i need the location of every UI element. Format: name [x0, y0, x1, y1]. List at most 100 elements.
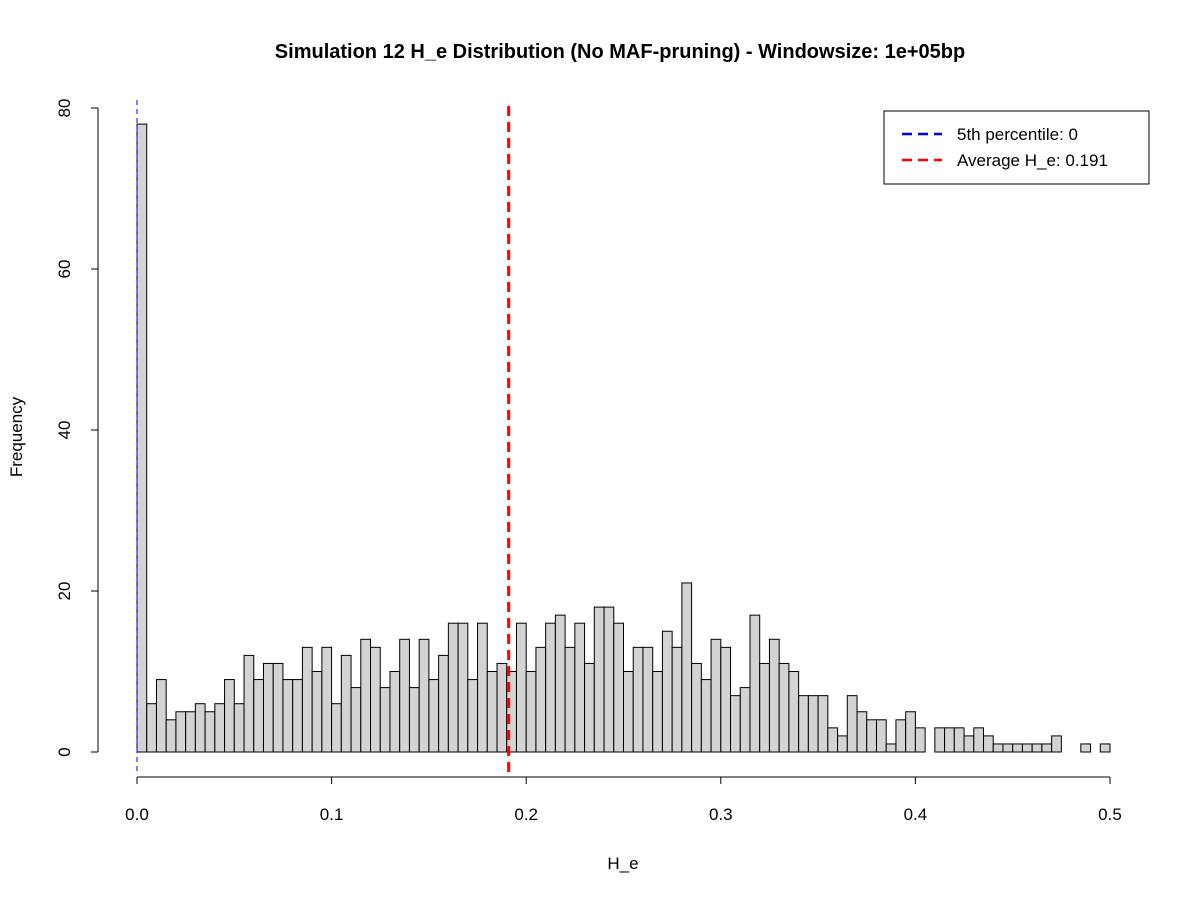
histogram-bar	[905, 711, 916, 753]
x-tick-label: 0.4	[904, 805, 928, 824]
histogram-bar	[856, 711, 868, 753]
histogram-bar	[545, 622, 556, 753]
histogram-bar	[944, 727, 955, 753]
histogram-bar	[574, 622, 586, 753]
histogram-bar	[292, 679, 303, 753]
histogram-bar	[623, 671, 634, 753]
histogram-bar	[652, 671, 663, 753]
histogram-bar	[730, 695, 741, 753]
x-tick-label: 0.5	[1098, 805, 1122, 824]
histogram-bar	[681, 582, 693, 753]
histogram-bar	[749, 614, 761, 753]
histogram-bar	[214, 703, 226, 753]
histogram-bar	[175, 711, 187, 753]
histogram-bar	[584, 662, 595, 753]
x-axis: 0.0 0.1 0.2 0.3 0.4 0.5	[125, 776, 1122, 824]
histogram-bar	[875, 719, 887, 753]
histogram-bars	[136, 123, 1111, 753]
histogram-bar	[710, 638, 722, 753]
histogram-bar	[934, 727, 946, 753]
histogram-bar	[282, 679, 294, 753]
histogram-bar	[1051, 735, 1062, 753]
histogram-bar	[603, 606, 615, 753]
histogram-bar	[399, 638, 410, 753]
histogram-bar	[866, 719, 877, 753]
histogram-bar	[671, 646, 683, 753]
legend-label-5th-percentile: 5th percentile: 0	[957, 125, 1078, 144]
histogram-bar	[194, 703, 206, 753]
histogram-bar	[146, 703, 157, 753]
histogram-bar	[360, 638, 372, 753]
histogram-bar	[136, 123, 148, 753]
histogram-bar	[613, 622, 625, 753]
y-tick-label: 40	[55, 421, 74, 440]
histogram-bar	[885, 743, 897, 753]
y-axis: 0 20 40 60 80	[55, 99, 99, 757]
histogram-bar	[788, 671, 800, 753]
histogram-bar	[496, 662, 508, 753]
histogram-bar	[1021, 743, 1033, 753]
x-tick-label: 0.0	[125, 805, 149, 824]
x-axis-label: H_e	[607, 854, 638, 873]
histogram-bar	[953, 727, 965, 753]
histogram-bar	[807, 695, 819, 753]
histogram-bar	[311, 671, 323, 753]
y-axis-label: Frequency	[7, 396, 26, 477]
histogram-bar	[1002, 743, 1014, 753]
histogram-bar	[204, 711, 216, 753]
histogram-bar	[418, 638, 430, 753]
histogram-bar	[389, 671, 401, 753]
x-tick-label: 0.2	[514, 805, 538, 824]
histogram-bar	[691, 662, 702, 753]
histogram-bar	[370, 646, 381, 753]
histogram-bar	[759, 662, 770, 753]
histogram-bar	[817, 695, 829, 753]
histogram-bar	[467, 679, 479, 753]
histogram-bar	[837, 735, 848, 753]
histogram-bar	[768, 638, 780, 753]
histogram-bar	[846, 695, 858, 753]
histogram-bar	[233, 703, 245, 753]
histogram-bar	[253, 679, 264, 753]
histogram-bar	[963, 735, 975, 753]
x-tick-label: 0.3	[709, 805, 733, 824]
histogram-bar	[262, 662, 274, 753]
x-tick-label: 0.1	[320, 805, 344, 824]
histogram-bar	[321, 646, 333, 753]
histogram-bar	[992, 743, 1004, 753]
histogram-bar	[564, 646, 576, 753]
histogram-bar	[1041, 743, 1053, 753]
histogram-bar	[243, 654, 255, 753]
chart-title: Simulation 12 H_e Distribution (No MAF-p…	[275, 41, 965, 63]
histogram-bar	[408, 687, 420, 753]
histogram-bar	[525, 671, 537, 753]
histogram-bar	[642, 646, 654, 753]
y-tick-label: 80	[55, 99, 74, 118]
legend: 5th percentile: 0 Average H_e: 0.191	[883, 110, 1150, 185]
histogram-bar	[185, 711, 196, 753]
histogram-bar	[914, 727, 926, 753]
histogram-bar	[301, 646, 313, 753]
histogram-bar	[438, 654, 449, 753]
histogram-bar	[350, 687, 362, 753]
y-tick-label: 20	[55, 582, 74, 601]
histogram-bar	[428, 679, 440, 753]
histogram-bar	[447, 622, 459, 753]
histogram-bar	[477, 622, 488, 753]
histogram-bar	[983, 735, 994, 753]
histogram-bar	[661, 630, 673, 753]
histogram-bar	[272, 662, 284, 753]
histogram-bar	[778, 662, 790, 753]
histogram-bar	[798, 695, 809, 753]
reference-lines	[136, 100, 511, 778]
histogram-bar	[457, 622, 469, 753]
histogram-bar	[486, 671, 498, 753]
histogram-bar	[700, 679, 712, 753]
histogram-bar	[155, 679, 167, 753]
histogram-bar	[224, 679, 235, 753]
legend-label-average: Average H_e: 0.191	[957, 151, 1108, 170]
histogram-bar	[331, 703, 342, 753]
histogram-bar	[593, 606, 605, 753]
histogram-bar	[720, 646, 732, 753]
